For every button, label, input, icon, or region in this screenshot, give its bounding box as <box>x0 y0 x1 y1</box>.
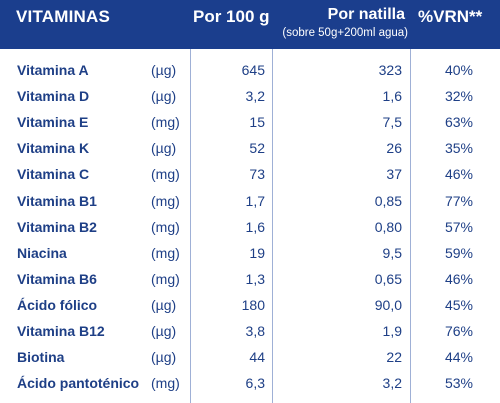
value-per-100g: 1,7 <box>245 192 265 209</box>
unit: (µg) <box>151 296 177 313</box>
vitamin-name: Vitamina C <box>17 166 90 183</box>
value-vrn: 53% <box>444 375 473 392</box>
value-per-100g: 19 <box>249 244 265 261</box>
value-per-100g: 1,3 <box>245 270 265 287</box>
value-per-100g: 6,3 <box>245 375 265 392</box>
table-body: Vitamina A (µg) 645 323 40% Vitamina D (µg) 3,2… <box>0 49 500 403</box>
unit: (mg) <box>151 166 180 183</box>
table-row: Vitamina C (mg) 73 37 46% <box>0 161 500 187</box>
vitamin-name: Vitamina E <box>17 114 89 131</box>
table-row: Vitamina B12 (µg) 3,8 1,9 76% <box>0 318 500 344</box>
vitamin-name: Biotina <box>17 349 65 366</box>
value-per-100g: 3,2 <box>245 88 265 105</box>
value-per-natilla: 22 <box>386 349 402 366</box>
unit: (mg) <box>151 218 180 235</box>
unit: (mg) <box>151 270 180 287</box>
value-per-natilla: 0,65 <box>374 270 402 287</box>
vitamin-name: Niacina <box>17 244 67 261</box>
table-row: Ácido fólico (µg) 180 90,0 45% <box>0 292 500 318</box>
value-vrn: 46% <box>444 270 473 287</box>
value-vrn: 32% <box>444 88 473 105</box>
value-per-natilla: 37 <box>386 166 402 183</box>
table-row: Vitamina K (µg) 52 26 35% <box>0 135 500 161</box>
table-row: Ácido pantoténico (mg) 6,3 3,2 53% <box>0 370 500 396</box>
vitamin-name: Ácido pantoténico <box>17 375 140 392</box>
value-vrn: 44% <box>444 349 473 366</box>
unit: (mg) <box>151 114 180 131</box>
header-vitaminas: VITAMINAS <box>16 7 111 26</box>
value-per-100g: 52 <box>249 140 265 157</box>
vitamin-name: Vitamina B1 <box>17 192 97 209</box>
table-header: VITAMINAS Por 100 g Por natilla (sobre 5… <box>0 0 500 49</box>
unit: (µg) <box>151 88 177 105</box>
value-vrn: 77% <box>444 192 473 209</box>
value-per-100g: 180 <box>241 296 265 313</box>
table-row: Vitamina D (µg) 3,2 1,6 32% <box>0 83 500 109</box>
value-vrn: 45% <box>444 296 473 313</box>
value-vrn: 57% <box>444 218 473 235</box>
value-vrn: 76% <box>444 323 473 339</box>
unit: (µg) <box>151 323 177 339</box>
value-per-100g: 1,6 <box>245 218 265 235</box>
value-per-natilla: 9,5 <box>382 244 402 261</box>
header-per-100g: Por 100 g <box>193 7 270 26</box>
header-por-natilla-note: (sobre 50g+200ml agua) <box>282 27 408 39</box>
vitamin-name: Ácido fólico <box>17 296 98 313</box>
value-per-natilla: 3,2 <box>382 375 402 392</box>
value-per-natilla: 90,0 <box>374 296 402 313</box>
value-per-natilla: 323 <box>378 62 402 78</box>
unit: (µg) <box>151 140 177 157</box>
value-per-100g: 73 <box>249 166 265 183</box>
vitamin-name: Vitamina B2 <box>17 218 97 235</box>
header-vrn: %VRN** <box>418 7 483 26</box>
value-per-100g: 15 <box>249 114 265 131</box>
table-row: Niacina (mg) 19 9,5 59% <box>0 240 500 266</box>
value-vrn: 63% <box>444 114 473 131</box>
table-row: Vitamina A (µg) 645 323 40% <box>0 57 500 83</box>
value-per-natilla: 7,5 <box>382 114 402 131</box>
value-per-natilla: 26 <box>386 140 402 157</box>
value-per-natilla: 0,85 <box>374 192 402 209</box>
value-per-natilla: 1,9 <box>382 323 402 339</box>
unit: (µg) <box>151 349 177 366</box>
header-por-natilla: Por natilla <box>327 6 405 23</box>
column-divider <box>410 49 411 403</box>
value-vrn: 46% <box>444 166 473 183</box>
unit: (mg) <box>151 244 180 261</box>
value-per-natilla: 1,6 <box>382 88 402 105</box>
unit: (mg) <box>151 192 180 209</box>
value-per-100g: 44 <box>249 349 265 366</box>
unit: (mg) <box>151 375 180 392</box>
unit: (µg) <box>151 62 177 78</box>
column-divider <box>272 49 273 403</box>
vitamin-name: Vitamina D <box>17 88 90 105</box>
table-row: Vitamina B2 (mg) 1,6 0,80 57% <box>0 214 500 240</box>
value-vrn: 59% <box>444 244 473 261</box>
column-divider <box>190 49 191 403</box>
value-per-natilla: 0,80 <box>374 218 402 235</box>
value-vrn: 35% <box>444 140 473 157</box>
value-per-100g: 645 <box>241 62 265 78</box>
vitamin-name: Vitamina B6 <box>17 270 97 287</box>
vitamin-name: Vitamina B12 <box>17 323 105 339</box>
value-per-100g: 3,8 <box>245 323 265 339</box>
table-row: Vitamina B6 (mg) 1,3 0,65 46% <box>0 266 500 292</box>
table-row: Vitamina B1 (mg) 1,7 0,85 77% <box>0 188 500 214</box>
vitamin-name: Vitamina A <box>17 62 89 78</box>
table-row: Biotina (µg) 44 22 44% <box>0 344 500 370</box>
vitamin-name: Vitamina K <box>17 140 90 157</box>
table-row: Vitamina E (mg) 15 7,5 63% <box>0 109 500 135</box>
value-vrn: 40% <box>444 62 473 78</box>
